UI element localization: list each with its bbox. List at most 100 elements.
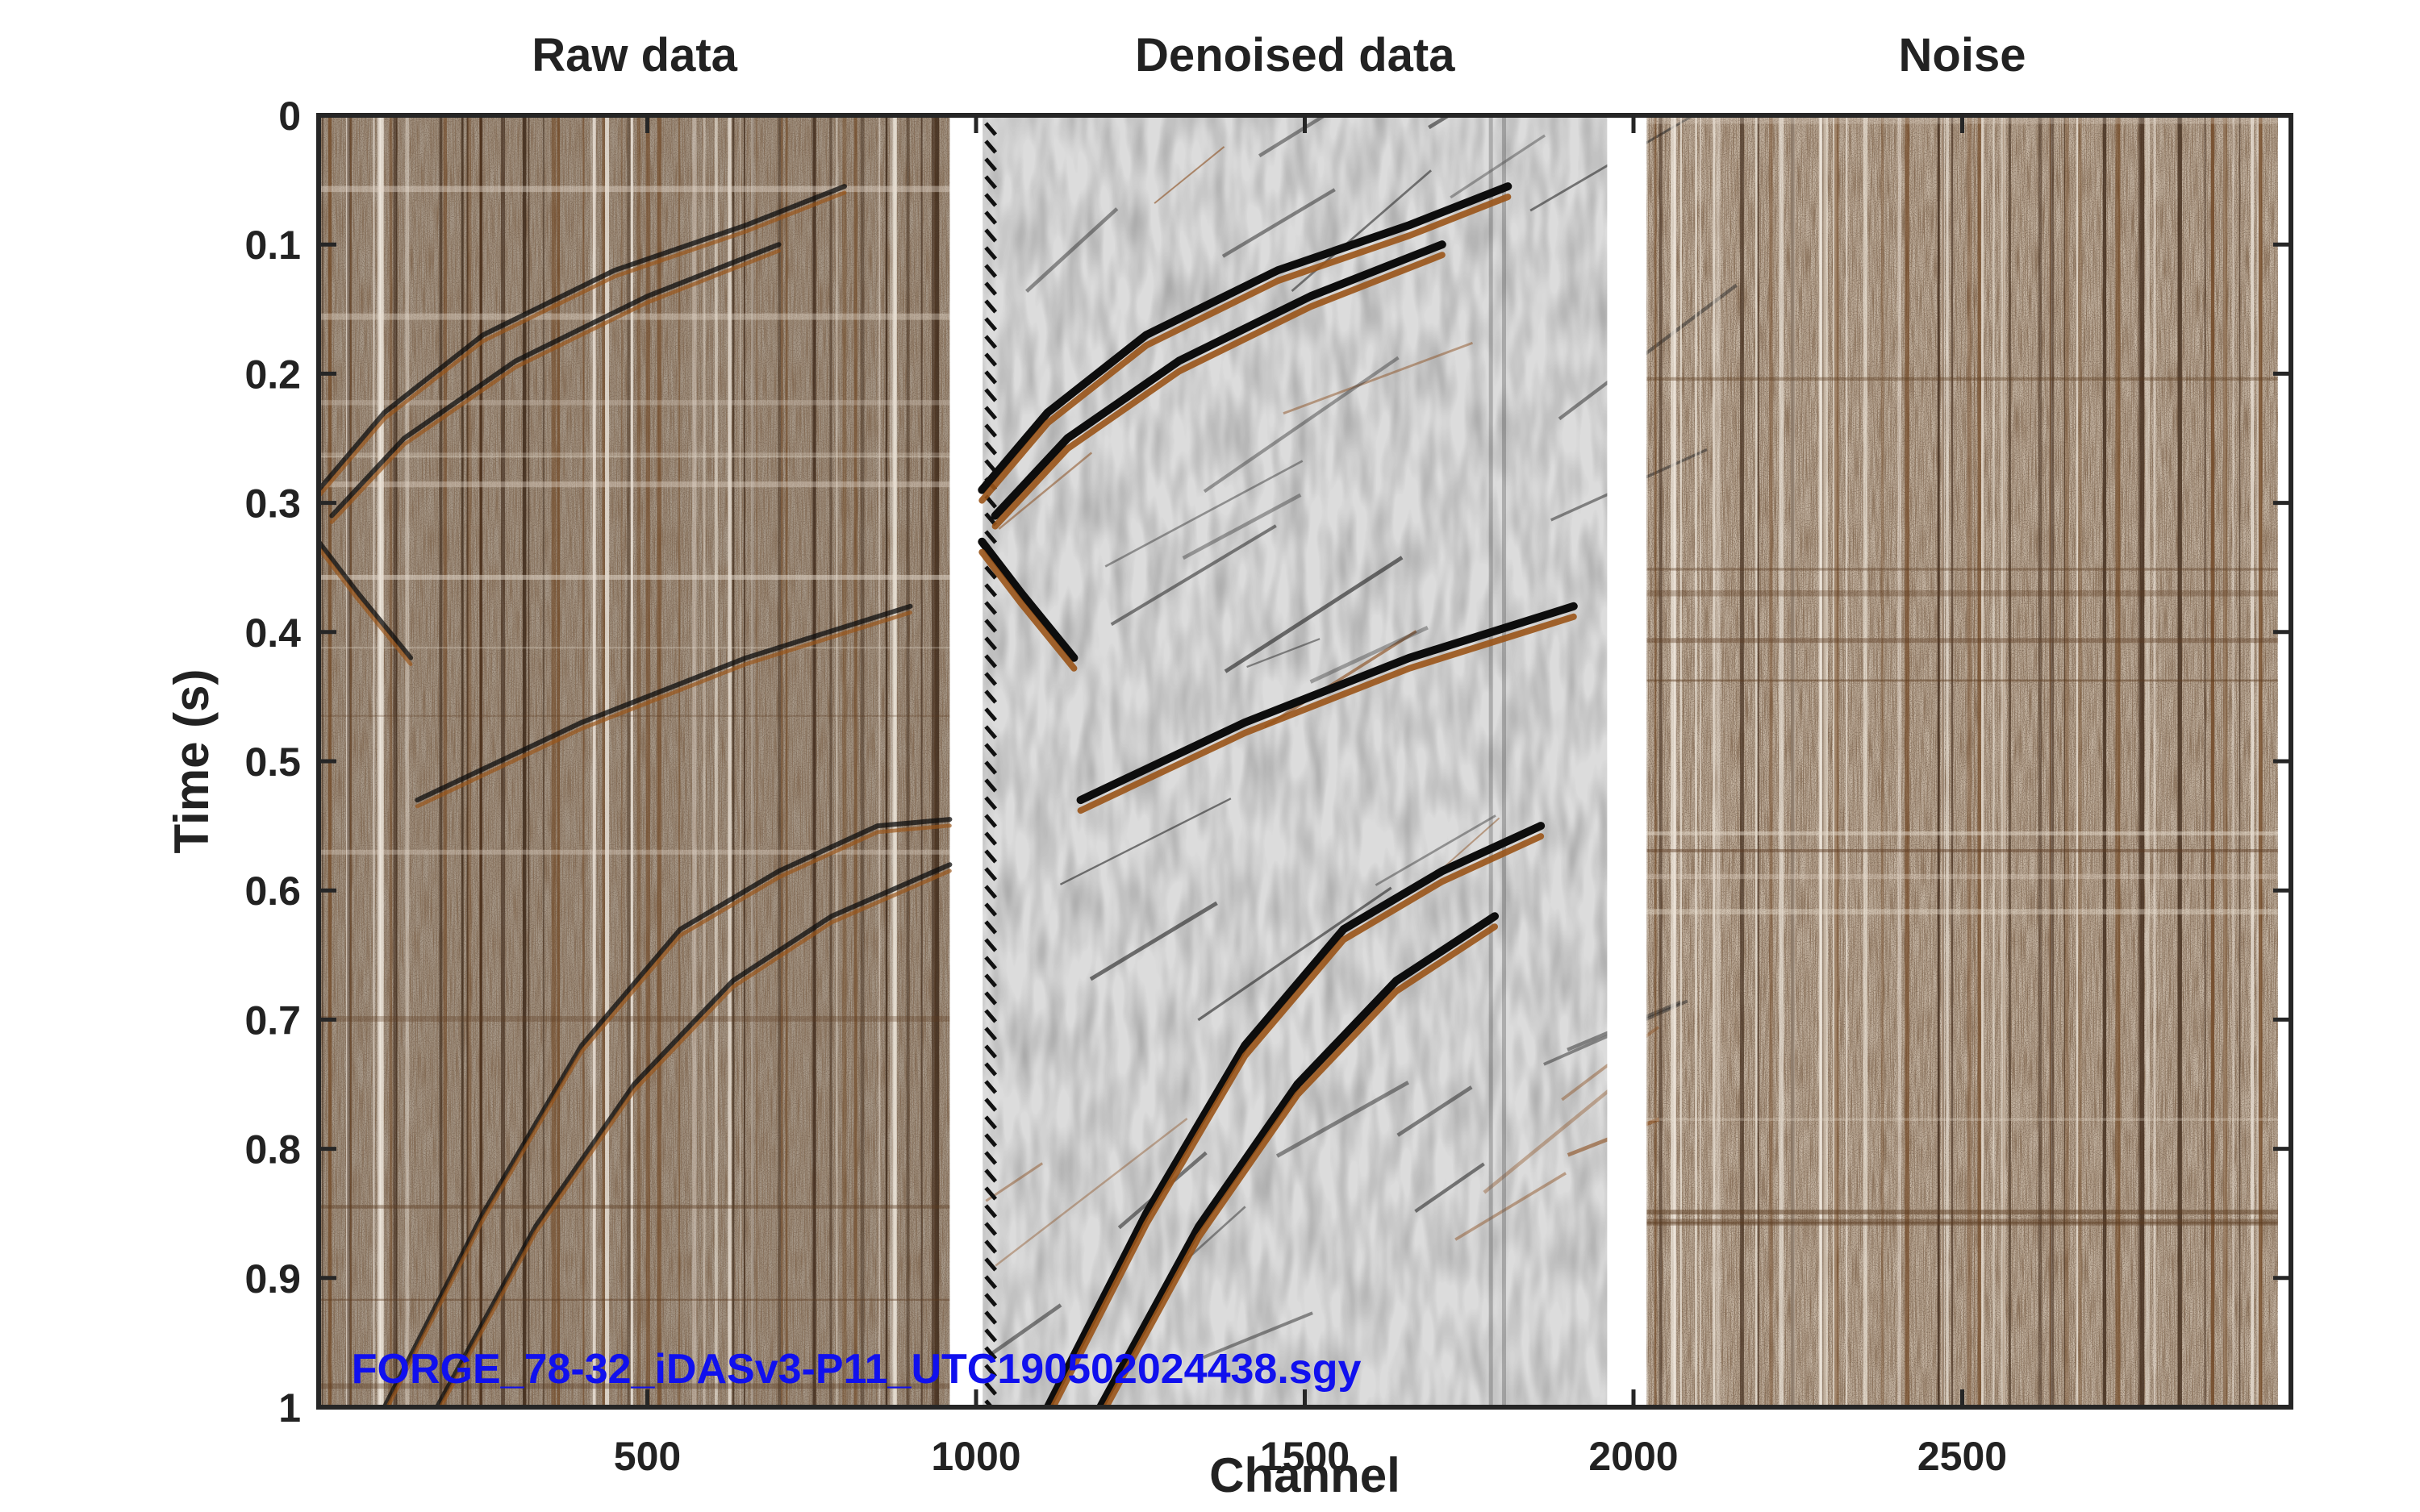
channel-stripe xyxy=(2115,115,2120,1407)
edge-hatch xyxy=(984,317,998,331)
channel-stripe xyxy=(1974,115,1976,1407)
ripple-streak xyxy=(985,1162,1044,1202)
edge-hatch xyxy=(984,1168,998,1183)
time-band xyxy=(319,452,950,455)
panel-title-3: Noise xyxy=(1899,29,2026,81)
channel-stripe xyxy=(2177,115,2182,1407)
ripple-streak xyxy=(1414,1162,1485,1214)
time-band xyxy=(319,1298,950,1301)
edge-hatch xyxy=(984,565,998,580)
edge-hatch xyxy=(984,619,998,633)
channel-stripe xyxy=(346,115,352,1407)
time-band xyxy=(319,185,950,193)
time-band xyxy=(1646,1118,2278,1121)
edge-hatch xyxy=(984,228,998,243)
channel-stripe xyxy=(2038,115,2042,1407)
channel-stripe xyxy=(2049,115,2055,1407)
edge-hatch xyxy=(984,1293,998,1307)
edge-hatch xyxy=(984,1346,998,1360)
edge-hatch xyxy=(984,1009,998,1023)
channel-stripe xyxy=(1967,115,1971,1407)
edge-hatch xyxy=(984,1080,998,1094)
channel-stripe xyxy=(1779,115,1784,1407)
ripple-streak xyxy=(1275,1081,1409,1158)
event-late-reflection-lobe-p2 xyxy=(1049,833,1545,1407)
y-tick-label: 0 xyxy=(278,94,301,139)
y-tick-label: 0.7 xyxy=(244,998,301,1043)
time-band xyxy=(1646,909,2278,914)
channel-stripe xyxy=(1818,115,1822,1407)
channel-stripe xyxy=(2223,115,2228,1407)
channel-stripe xyxy=(2076,115,2079,1407)
channel-stripe xyxy=(931,115,936,1407)
file-name-annotation: FORGE_78-32_iDASv3-P11_UTC190502024438.s… xyxy=(352,1346,1362,1393)
channel-stripe xyxy=(813,115,816,1407)
time-band xyxy=(1646,590,2278,597)
event-late-reflection-p1 xyxy=(382,817,953,1407)
channel-stripe xyxy=(405,115,410,1407)
time-band xyxy=(1646,638,2278,644)
channel-stripe xyxy=(893,115,898,1407)
edge-hatch xyxy=(984,157,998,172)
edge-hatch xyxy=(984,831,998,846)
channel-stripe xyxy=(1673,115,1677,1407)
channel-stripe xyxy=(631,115,632,1407)
time-band xyxy=(1646,1218,2278,1224)
edge-hatch xyxy=(984,725,998,739)
edge-hatch xyxy=(984,778,998,793)
ripple-streak xyxy=(1104,460,1304,568)
time-band xyxy=(1646,831,2278,835)
ripple-streak xyxy=(1203,356,1400,494)
edge-hatch xyxy=(984,938,998,952)
channel-stripe xyxy=(592,115,596,1407)
channel-stripe xyxy=(1951,115,1954,1407)
edge-hatch xyxy=(984,1204,998,1218)
channel-stripe xyxy=(1716,115,1720,1407)
channel-stripe xyxy=(479,115,483,1407)
x-tick-label: 2000 xyxy=(1588,1434,1678,1479)
channel-stripe xyxy=(1755,115,1758,1407)
edge-hatch xyxy=(984,796,998,810)
channel-stripe xyxy=(1897,115,1902,1407)
event-first-arrival-p1 xyxy=(319,184,847,493)
event-late-reflection-echo-lobe-p2 xyxy=(1102,923,1498,1407)
event-mid-reflection-lobe-p2 xyxy=(1077,613,1577,814)
ripple-streak xyxy=(1197,886,1392,1022)
edge-hatch xyxy=(984,973,998,988)
time-band xyxy=(319,455,950,458)
edge-hatch xyxy=(984,849,998,864)
edge-hatch xyxy=(984,210,998,225)
channel-stripe xyxy=(1942,115,1944,1407)
time-band xyxy=(319,1383,950,1389)
edge-hatch xyxy=(984,1133,998,1148)
edge-hatch xyxy=(984,672,998,686)
edge-hatch xyxy=(984,1310,998,1325)
y-tick-label: 0.5 xyxy=(244,739,301,785)
edge-hatch xyxy=(984,423,998,438)
channel-stripe xyxy=(1713,115,1716,1407)
time-band xyxy=(319,313,950,320)
channel-stripe xyxy=(890,115,892,1407)
channel-stripe xyxy=(2251,115,2255,1407)
panel-separator xyxy=(949,115,983,1407)
time-band xyxy=(1646,1221,2278,1226)
ripple-streak xyxy=(1089,901,1218,981)
channel-stripe xyxy=(389,115,393,1407)
ripple-streak xyxy=(1263,630,1417,729)
ripple-streak xyxy=(995,1118,1188,1267)
channel-stripe xyxy=(829,115,832,1407)
time-band xyxy=(1646,848,2278,852)
channel-stripe xyxy=(743,115,745,1407)
channel-stripe xyxy=(1942,115,1943,1407)
x-tick-label: 2500 xyxy=(1917,1434,2007,1479)
edge-hatch xyxy=(984,689,998,704)
edge-hatch xyxy=(984,370,998,385)
panel-speckle-1 xyxy=(319,115,950,1407)
time-band xyxy=(319,647,950,649)
event-first-arrival-echo-p1 xyxy=(329,242,782,519)
edge-hatch xyxy=(984,281,998,296)
ripple-streak xyxy=(1246,638,1321,669)
channel-stripe xyxy=(842,115,847,1407)
ripple-streak xyxy=(989,1303,1062,1356)
channel-stripe xyxy=(1863,115,1868,1407)
